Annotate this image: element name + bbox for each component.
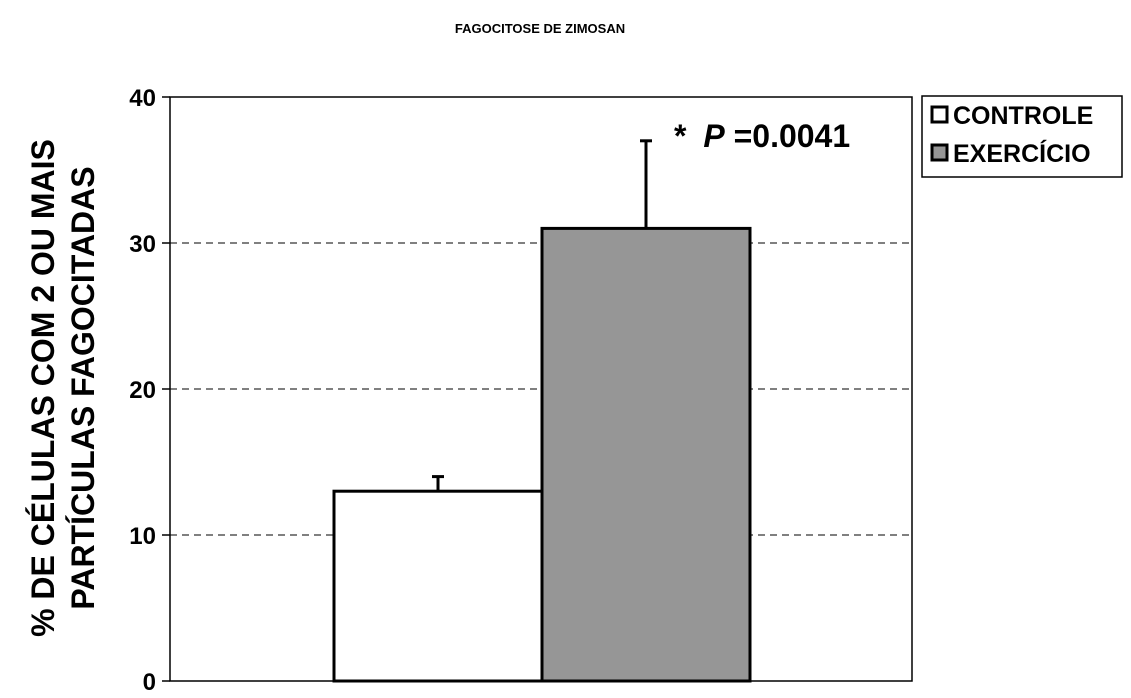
bars bbox=[332, 226, 752, 683]
significance-star: * bbox=[674, 118, 687, 154]
legend-swatch-1 bbox=[930, 105, 949, 124]
y-tick-labels: 0 10 20 30 40 bbox=[129, 85, 170, 696]
legend: CONTROLE EXERCÍCIO bbox=[921, 95, 1123, 178]
y-tick-label: 30 bbox=[129, 231, 156, 258]
plot-frame bbox=[169, 96, 913, 682]
gridlines bbox=[170, 242, 912, 536]
y-axis-label-line-2: PARTÍCULAS FAGOCITADAS bbox=[65, 166, 101, 609]
significance-annotation: * P =0.0041 bbox=[674, 118, 850, 154]
y-axis-label-line-1: % DE CÉLULAS COM 2 OU MAIS bbox=[25, 139, 61, 637]
y-tick-label: 0 bbox=[143, 669, 156, 696]
error-bars bbox=[432, 139, 652, 492]
p-symbol: P bbox=[703, 118, 725, 154]
y-axis-label: % DE CÉLULAS COM 2 OU MAIS PARTÍCULAS FA… bbox=[25, 139, 101, 637]
bar-1 bbox=[332, 489, 544, 683]
y-tick-label: 10 bbox=[129, 523, 156, 550]
legend-swatch-2 bbox=[930, 143, 949, 162]
p-value: =0.0041 bbox=[734, 118, 851, 154]
legend-frame bbox=[921, 95, 1123, 178]
bar-2 bbox=[540, 226, 752, 683]
y-tick-label: 20 bbox=[129, 377, 156, 404]
legend-label-2: EXERCÍCIO bbox=[953, 139, 1091, 168]
y-tick-label: 40 bbox=[129, 85, 156, 112]
legend-label-1: CONTROLE bbox=[953, 102, 1093, 130]
chart-title: FAGOCITOSE DE ZIMOSAN bbox=[455, 21, 625, 36]
